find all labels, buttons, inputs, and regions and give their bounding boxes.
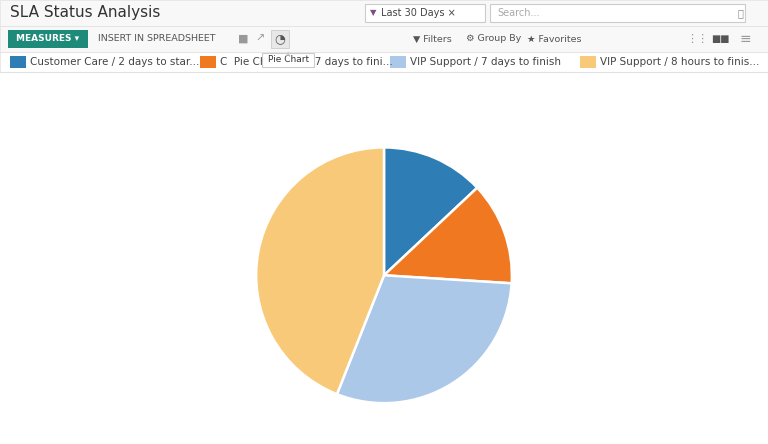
Text: C  Pie Chart  are / 7 days to fini...: C Pie Chart are / 7 days to fini...	[220, 57, 392, 67]
Text: SLA Status Analysis: SLA Status Analysis	[10, 5, 161, 20]
Text: ★ Favorites: ★ Favorites	[527, 35, 581, 44]
Text: ▲: ▲	[286, 52, 290, 56]
Bar	[8, 30, 88, 48]
Text: Pie Chart: Pie Chart	[269, 56, 310, 64]
Text: ◔: ◔	[275, 32, 286, 45]
Bar	[365, 4, 485, 22]
Text: VIP Support / 8 hours to finis...: VIP Support / 8 hours to finis...	[600, 57, 760, 67]
Wedge shape	[337, 275, 511, 403]
Text: Search...: Search...	[497, 8, 539, 18]
Text: ↗: ↗	[255, 34, 265, 44]
Wedge shape	[384, 147, 477, 275]
Bar	[271, 30, 289, 48]
Text: ≡: ≡	[739, 32, 751, 46]
Text: MEASURES ▾: MEASURES ▾	[16, 35, 80, 44]
Bar	[262, 53, 314, 67]
Bar	[580, 56, 596, 68]
Bar	[390, 56, 406, 68]
Text: ■■: ■■	[710, 34, 730, 44]
Text: INSERT IN SPREADSHEET: INSERT IN SPREADSHEET	[98, 35, 216, 44]
Text: Customer Care / 2 days to star...: Customer Care / 2 days to star...	[30, 57, 200, 67]
Bar	[0, 52, 768, 72]
Bar	[0, 0, 768, 26]
Text: ▼ Filters: ▼ Filters	[413, 35, 452, 44]
Text: ⋮⋮: ⋮⋮	[686, 34, 708, 44]
Text: VIP Support / 7 days to finish: VIP Support / 7 days to finish	[410, 57, 561, 67]
Text: ⚙ Group By: ⚙ Group By	[466, 35, 521, 44]
Text: 🔍: 🔍	[738, 8, 744, 18]
Text: ▼: ▼	[370, 8, 376, 17]
Bar	[490, 4, 745, 22]
Text: ■: ■	[238, 34, 248, 44]
Text: Last 30 Days ×: Last 30 Days ×	[381, 8, 455, 18]
Bar	[10, 56, 26, 68]
Wedge shape	[257, 147, 384, 394]
Bar	[0, 26, 768, 52]
Wedge shape	[384, 188, 511, 283]
Bar	[200, 56, 216, 68]
